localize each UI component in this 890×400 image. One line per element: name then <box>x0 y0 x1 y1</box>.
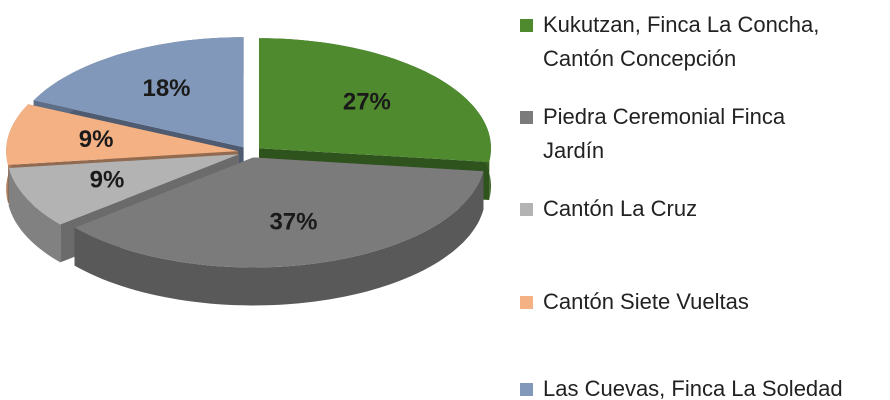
legend-swatch <box>520 111 533 124</box>
legend-item: Cantón Siete Vueltas <box>520 285 828 319</box>
legend: Kukutzan, Finca La Concha, Cantón Concep… <box>520 0 890 400</box>
pie-tops <box>6 37 491 268</box>
legend-swatch <box>520 296 533 309</box>
legend-label: Las Cuevas, Finca La Soledad <box>543 376 843 400</box>
legend-item: Las Cuevas, Finca La Soledad <box>520 372 843 400</box>
legend-swatch <box>520 19 533 32</box>
legend-item: Kukutzan, Finca La Concha, Cantón Concep… <box>520 8 828 76</box>
data-label: 18% <box>142 75 190 102</box>
legend-swatch <box>520 383 533 396</box>
slice-side <box>8 168 61 263</box>
pie-slice <box>33 37 244 148</box>
legend-label: Kukutzan, Finca La Concha, Cantón Concep… <box>543 12 820 71</box>
pie-slice <box>74 157 484 268</box>
slice-side <box>74 171 484 306</box>
pie-slice <box>6 104 239 165</box>
legend-label: Cantón La Cruz <box>543 196 698 221</box>
legend-label: Cantón Siete Vueltas <box>543 289 749 314</box>
pie-slice <box>8 154 239 225</box>
legend-swatch <box>520 203 533 216</box>
pie-slice <box>259 38 491 163</box>
legend-label: Piedra Ceremonial Finca Jardín <box>543 104 786 163</box>
chart: 27% 37% 9% 9% 18% <box>6 37 491 306</box>
data-label: 27% <box>343 88 391 115</box>
legend-item: Cantón La Cruz <box>520 192 828 226</box>
data-label: 9% <box>90 167 125 194</box>
legend-item: Piedra Ceremonial Finca Jardín <box>520 100 828 168</box>
data-label: 9% <box>79 126 114 153</box>
data-label: 37% <box>269 208 317 235</box>
